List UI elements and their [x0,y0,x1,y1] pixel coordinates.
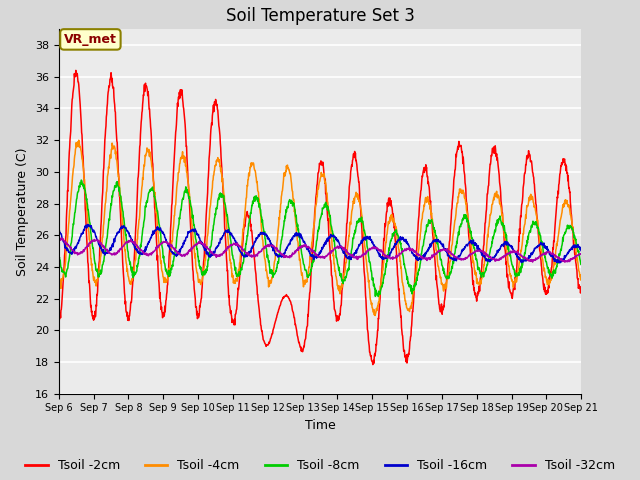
Y-axis label: Soil Temperature (C): Soil Temperature (C) [16,147,29,276]
Legend: Tsoil -2cm, Tsoil -4cm, Tsoil -8cm, Tsoil -16cm, Tsoil -32cm: Tsoil -2cm, Tsoil -4cm, Tsoil -8cm, Tsoi… [20,455,620,478]
X-axis label: Time: Time [305,419,335,432]
Title: Soil Temperature Set 3: Soil Temperature Set 3 [225,7,415,25]
Text: VR_met: VR_met [64,33,117,46]
